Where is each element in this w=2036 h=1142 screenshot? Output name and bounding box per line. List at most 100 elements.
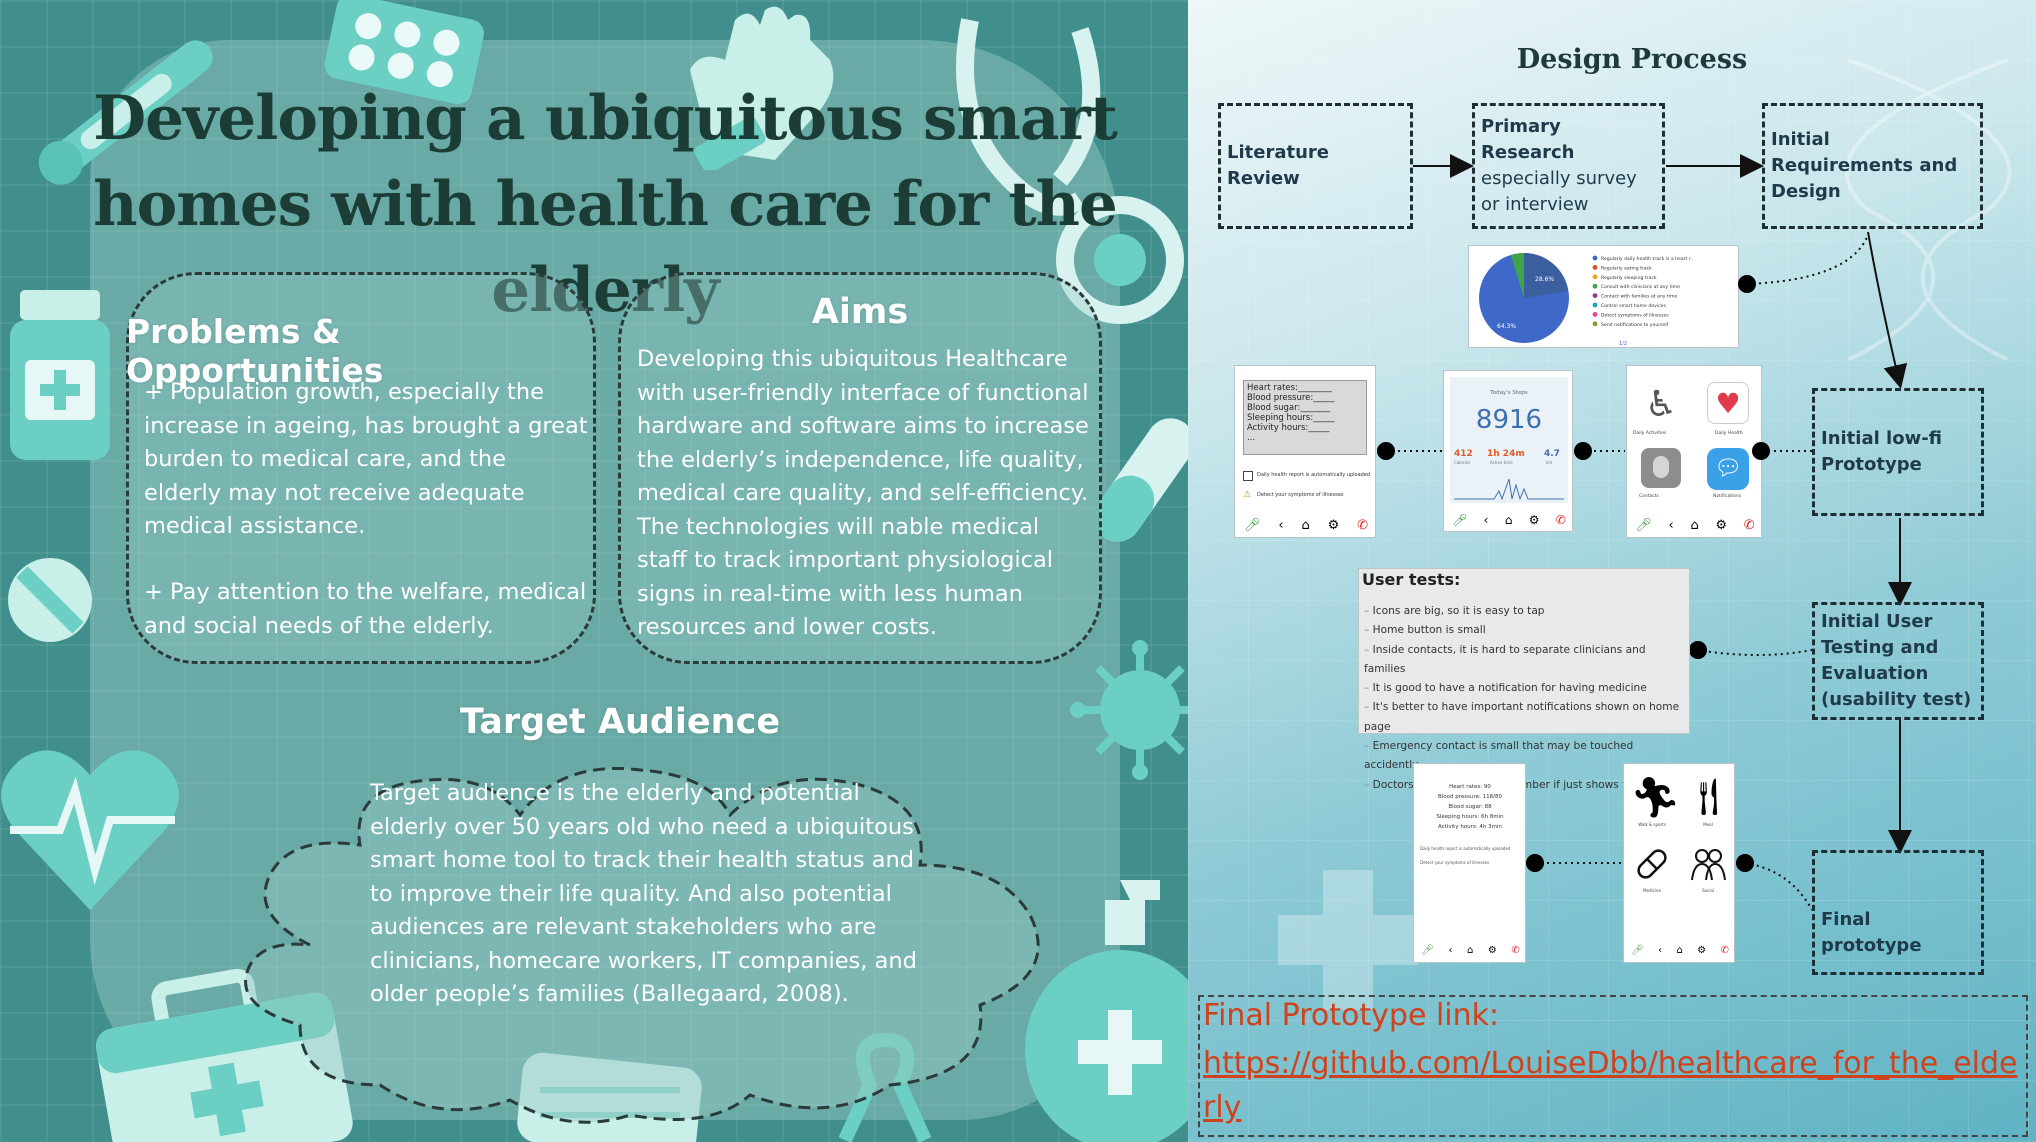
social-icon[interactable]: [1688, 844, 1728, 884]
form-line: Blood sugar: 88: [1448, 804, 1492, 810]
phone-nav-bar: 🎤︎ ‹ ⌂ ⚙ ✆: [1627, 515, 1761, 535]
emergency-call-icon[interactable]: ✆: [1555, 513, 1566, 527]
mic-icon[interactable]: 🎤︎: [1243, 517, 1261, 533]
heart-pulse-icon: [1, 750, 179, 910]
home-icon[interactable]: ⌂: [1676, 944, 1683, 956]
chart-pager: 1/2: [1619, 341, 1627, 347]
phone-nav-bar: 🎤︎ ‹ ⌂ ⚙ ✆: [1624, 942, 1734, 958]
notifications-icon[interactable]: 💬︎: [1707, 448, 1749, 490]
emergency-call-icon[interactable]: ✆: [1357, 517, 1369, 533]
arrow-req-to-lowfi: [1867, 231, 1908, 389]
stat-label-calories: Calories: [1454, 460, 1471, 465]
user-test-item: Icons are big, so it is easy to tap: [1364, 602, 1690, 621]
final-form-note-2: Detect your symptoms of illnesses: [1420, 860, 1490, 865]
thermometer-icon: [38, 40, 213, 185]
connector-dot: [1738, 275, 1756, 293]
warning-icon: ⚠: [1243, 490, 1252, 500]
legend-label: Contact with families at any time: [1601, 294, 1677, 300]
step-literature-review: Literature Review: [1218, 103, 1413, 229]
first-aid-kit-icon: [95, 968, 353, 1142]
final-screen-menu: 🏃︎ 🍴︎ Walk & sports Meal Medicine Social…: [1623, 763, 1735, 963]
steps-header: Today's Steps: [1490, 390, 1528, 396]
back-icon[interactable]: ‹: [1483, 513, 1489, 527]
mic-icon[interactable]: 🎤︎: [1421, 944, 1434, 956]
pie-slice-small: [1511, 253, 1524, 298]
step-initial-requirements: Initial Requirements and Design: [1762, 103, 1983, 229]
emergency-call-icon[interactable]: ✆: [1720, 944, 1729, 956]
form-line: Blood pressure: 118/80: [1438, 794, 1502, 800]
lowfi-screen-menu: ♿︎ ♥ Daily Activities Daily Health 💬︎ Co…: [1626, 365, 1762, 538]
medicine-icon[interactable]: [1632, 844, 1672, 884]
pie-slice-28: [1524, 253, 1568, 298]
settings-icon[interactable]: ⚙: [1715, 517, 1728, 533]
aims-panel: [618, 272, 1102, 664]
target-text: Target audience is the elderly and poten…: [370, 780, 917, 1007]
legend-swatch: [1592, 265, 1598, 270]
legend-label: Regularly daily health track is a heart …: [1601, 256, 1693, 262]
form-line: Blood sugar:_______: [1247, 403, 1331, 413]
home-icon[interactable]: ⌂: [1301, 517, 1310, 533]
step-primary-research-detail: especially survey or interview: [1481, 168, 1637, 215]
stat-active-time: 1h 24m: [1487, 449, 1525, 459]
user-tests-list: Icons are big, so it is easy to tapHome …: [1364, 602, 1690, 795]
connector-dot: [1736, 854, 1754, 872]
home-icon[interactable]: ⌂: [1504, 513, 1513, 527]
settings-icon[interactable]: ⚙: [1528, 513, 1540, 527]
icon-label-notifications: Notifications: [1713, 494, 1742, 499]
settings-icon[interactable]: ⚙: [1697, 944, 1707, 956]
user-test-item: Inside contacts, it is hard to separate …: [1364, 641, 1690, 680]
stethoscope-icon: [956, 18, 1184, 324]
emergency-call-icon[interactable]: ✆: [1511, 944, 1520, 956]
icon-label-contacts: Contacts: [1639, 494, 1659, 499]
back-icon[interactable]: ‹: [1278, 517, 1284, 533]
dotted-survey-link: [1746, 234, 1869, 285]
sanitizer-bottle-icon: [1025, 880, 1188, 1142]
connector-dot: [1526, 854, 1544, 872]
back-icon[interactable]: ‹: [1658, 944, 1663, 956]
lowfi-screen-health-form: Heart rates:________ Blood pressure:_____…: [1234, 365, 1376, 538]
contacts-icon[interactable]: [1641, 448, 1681, 488]
emergency-call-icon[interactable]: ✆: [1743, 517, 1755, 533]
stat-label-km: km: [1546, 460, 1553, 465]
user-test-item: Emergency contact is small that may be t…: [1364, 737, 1690, 776]
poster-panel: Developing a ubiquitous smart homes with…: [0, 0, 1188, 1142]
mic-icon[interactable]: 🎤︎: [1631, 944, 1644, 956]
legend-label: Detect symptoms of illnesses: [1601, 312, 1669, 318]
heart-icon[interactable]: ♥: [1707, 382, 1749, 424]
dotted-ut-link: [1696, 649, 1813, 656]
dna-helix-icon: [1844, 60, 2012, 360]
survey-chart-screenshot: 28.6% 64.3% Regularly daily health track…: [1468, 245, 1739, 348]
stat-calories: 412: [1454, 449, 1473, 459]
home-icon[interactable]: ⌂: [1466, 944, 1474, 956]
legend-swatch: [1592, 321, 1598, 327]
aims-heading: Aims: [811, 292, 909, 332]
phone-nav-bar: 🎤︎ ‹ ⌂ ⚙ ✆: [1444, 511, 1572, 529]
mic-icon[interactable]: 🎤︎: [1635, 517, 1652, 533]
walk-sports-icon[interactable]: 🏃︎: [1630, 775, 1681, 821]
back-icon[interactable]: ‹: [1448, 944, 1453, 956]
icon-label-walk: Walk & sports: [1638, 822, 1666, 827]
settings-icon[interactable]: ⚙: [1487, 944, 1497, 956]
settings-icon[interactable]: ⚙: [1327, 517, 1340, 533]
mask-icon: [517, 1052, 702, 1142]
step-initial-requirements-label: Initial Requirements and Design: [1771, 129, 1958, 202]
mic-icon[interactable]: 🎤︎: [1452, 513, 1468, 527]
final-form-lines: Heart rates: 90 Blood pressure: 118/80 Blo…: [1420, 782, 1520, 832]
prototype-link[interactable]: https://github.com/LouiseDbb/healthcare_…: [1203, 1046, 2018, 1125]
medical-cross-watermark-icon: [1278, 870, 1418, 1010]
home-icon[interactable]: ⌂: [1690, 517, 1699, 533]
walking-icon[interactable]: ♿︎: [1644, 384, 1678, 425]
meal-icon[interactable]: 🍴︎: [1686, 777, 1732, 818]
user-tests-title: User tests:: [1362, 570, 1461, 589]
capsule-icon: [1100, 418, 1188, 542]
design-process-title: Design Process: [1516, 44, 1748, 75]
step-user-testing-label: Initial User Testing and Evaluation (usa…: [1821, 611, 1972, 710]
icon-label-meal: Meal: [1703, 822, 1713, 827]
phone-nav-bar: 🎤︎ ‹ ⌂ ⚙ ✆: [1414, 942, 1525, 958]
step-primary-research-label: Primary Research: [1481, 116, 1575, 163]
chart-legend: Regularly daily health track is a heart …: [1592, 255, 1693, 328]
back-icon[interactable]: ‹: [1668, 517, 1674, 533]
steps-sparkline: [1454, 478, 1564, 501]
pie-label-64: 64.3%: [1497, 323, 1516, 330]
aims-text: Developing this ubiquitous Healthcare wi…: [637, 346, 1089, 640]
